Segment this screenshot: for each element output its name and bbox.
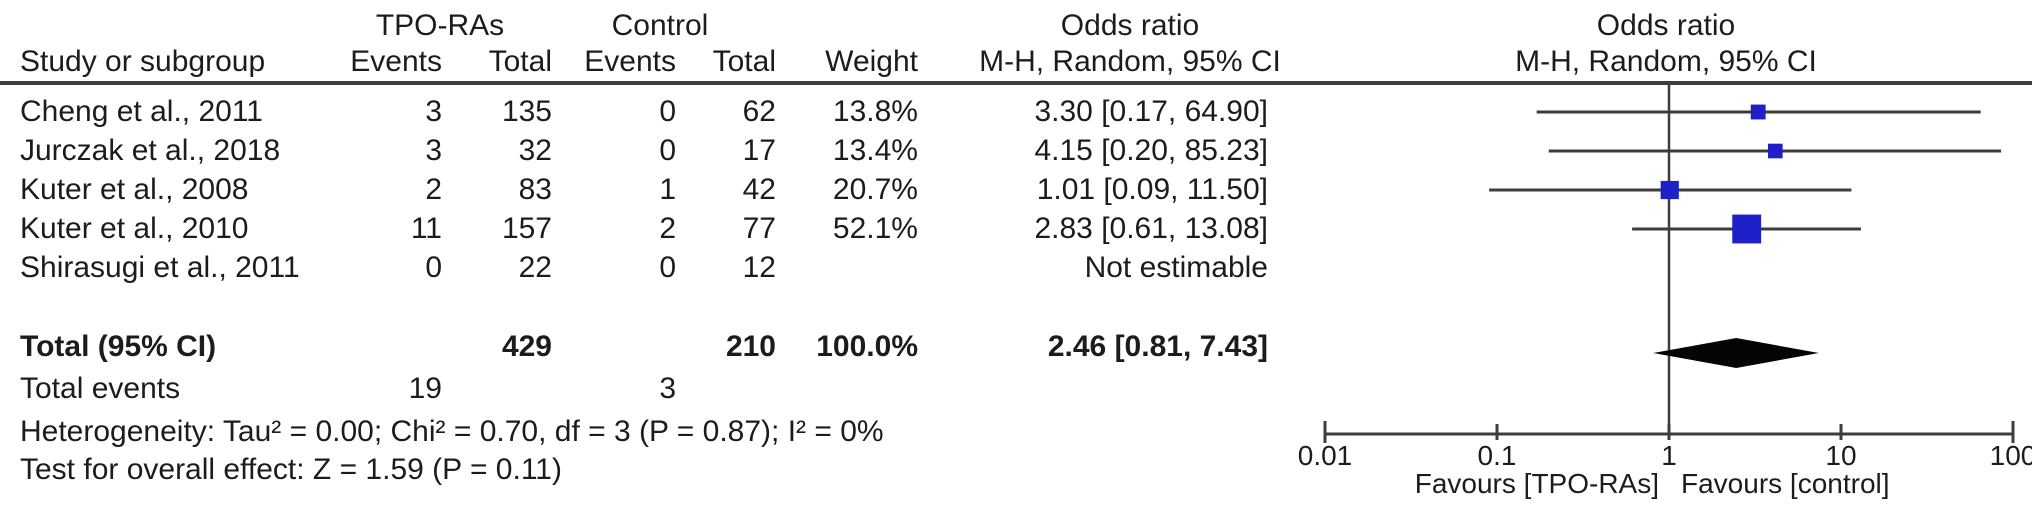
plot-subtitle: M-H, Random, 95% CI	[1515, 45, 1817, 78]
events-tpo-value: 11	[410, 212, 442, 245]
events-tpo-value: 2	[425, 173, 442, 206]
study-name: Kuter et al., 2010	[20, 212, 249, 245]
total-ctl-sum: 210	[725, 330, 776, 363]
total-events-label: Total events	[20, 372, 181, 405]
or-ci-value: 3.30 [0.17, 64.90]	[1034, 95, 1268, 128]
or-ci-value: Not estimable	[1084, 251, 1268, 284]
events-ctl-value: 0	[659, 251, 676, 284]
axis-tick-label: 100	[1989, 440, 2032, 471]
or-column-subtitle: M-H, Random, 95% CI	[979, 45, 1281, 78]
events-tpo-value: 3	[425, 134, 442, 167]
col-header-events-control: Events	[584, 45, 676, 78]
table-row: Jurczak et al., 2018 3 32 0 17 13.4% 4.1…	[0, 131, 1300, 171]
total-tpo-value: 157	[501, 212, 552, 245]
or-square	[1767, 143, 1783, 159]
axis-tick-label: 1	[1661, 440, 1677, 471]
col-header-study: Study or subgroup	[20, 45, 266, 78]
heterogeneity-stats: Heterogeneity: Tau² = 0.00; Chi² = 0.70,…	[20, 415, 884, 448]
events-tpo-value: 3	[425, 95, 442, 128]
group-header-tpo: TPO-RAs	[375, 9, 505, 42]
total-tpo-value: 83	[518, 173, 552, 206]
total-events-tpo-value: 19	[408, 372, 442, 405]
or-square	[1750, 104, 1766, 120]
favours-left-label: Favours [TPO-RAs]	[1414, 468, 1659, 499]
weight-value: 20.7%	[832, 173, 918, 206]
total-weight: 100.0%	[816, 330, 918, 363]
total-ctl-value: 12	[742, 251, 776, 284]
events-ctl-value: 2	[659, 212, 676, 245]
col-header-weight: Weight	[825, 45, 918, 78]
events-tpo-value: 0	[425, 251, 442, 284]
table-row: Shirasugi et al., 2011 0 22 0 12 Not est…	[0, 248, 1300, 288]
weight-value: 13.8%	[832, 95, 918, 128]
total-tpo-sum: 429	[501, 330, 552, 363]
col-header-total-control: Total	[712, 45, 776, 78]
or-column-title: Odds ratio	[1060, 9, 1200, 42]
events-ctl-value: 1	[659, 173, 676, 206]
summary-diamond	[1653, 338, 1819, 368]
or-ci-value: 1.01 [0.09, 11.50]	[1036, 173, 1268, 206]
table-row: Kuter et al., 2008 2 83 1 42 20.7% 1.01 …	[0, 170, 1300, 210]
total-tpo-value: 32	[518, 134, 552, 167]
weight-value: 13.4%	[832, 134, 918, 167]
axis-tick-label: 10	[1825, 440, 1857, 471]
total-or-ci: 2.46 [0.81, 7.43]	[1047, 330, 1268, 363]
table-row: Kuter et al., 2010 11 157 2 77 52.1% 2.8…	[0, 209, 1300, 249]
table-row: Cheng et al., 2011 3 135 0 62 13.8% 3.30…	[0, 92, 1300, 132]
or-ci-value: 2.83 [0.61, 13.08]	[1034, 212, 1268, 245]
total-ctl-value: 62	[742, 95, 776, 128]
overall-effect-test: Test for overall effect: Z = 1.59 (P = 0…	[20, 453, 562, 486]
total-tpo-value: 22	[518, 251, 552, 284]
events-ctl-value: 0	[659, 95, 676, 128]
favours-right-label: Favours [control]	[1681, 468, 1890, 499]
total-ctl-value: 77	[742, 212, 776, 245]
total-label: Total (95% CI)	[20, 330, 217, 363]
study-name: Shirasugi et al., 2011	[20, 251, 300, 284]
col-header-total-tpo: Total	[488, 45, 552, 78]
or-square	[1732, 214, 1762, 244]
or-ci-value: 4.15 [0.20, 85.23]	[1034, 134, 1268, 167]
total-tpo-value: 135	[501, 95, 552, 128]
total-ctl-value: 42	[742, 173, 776, 206]
axis-tick-label: 0.1	[1477, 440, 1517, 471]
axis-tick-label: 0.01	[1297, 440, 1353, 471]
total-events-row: Total events 19 3	[0, 369, 1300, 409]
total-ctl-value: 17	[742, 134, 776, 167]
col-header-events-tpo: Events	[350, 45, 442, 78]
weight-value: 52.1%	[832, 212, 918, 245]
total-events-ctl-value: 3	[659, 372, 676, 405]
plot-title: Odds ratio	[1596, 9, 1736, 42]
study-name: Cheng et al., 2011	[20, 95, 263, 128]
or-square	[1660, 180, 1679, 200]
events-ctl-value: 0	[659, 134, 676, 167]
study-name: Kuter et al., 2008	[20, 173, 249, 206]
group-header-control: Control	[611, 9, 709, 42]
total-row: Total (95% CI) 429 210 100.0% 2.46 [0.81…	[0, 327, 1300, 367]
header-divider	[0, 81, 2032, 85]
study-name: Jurczak et al., 2018	[20, 134, 281, 167]
